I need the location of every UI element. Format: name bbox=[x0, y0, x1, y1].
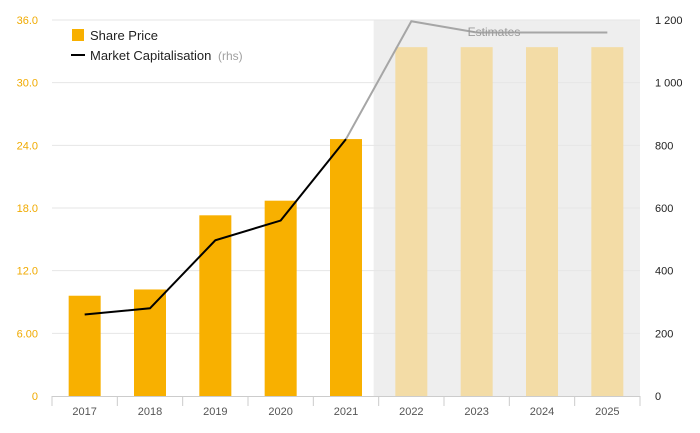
x-tick-label-2022: 2022 bbox=[399, 406, 423, 418]
market-cap-line-estimate bbox=[345, 20, 608, 140]
bar-share-price-2025 bbox=[591, 47, 624, 397]
x-tick-label-2019: 2019 bbox=[203, 406, 227, 418]
left-tick-label: 6.00 bbox=[17, 328, 38, 340]
x-tick-label-2024: 2024 bbox=[530, 406, 554, 418]
x-tick-label-2021: 2021 bbox=[334, 406, 358, 418]
left-tick-label: 30.0 bbox=[17, 78, 38, 90]
left-tick-label: 36.0 bbox=[17, 15, 38, 27]
right-tick-label: 600 bbox=[655, 203, 673, 215]
market-cap-line bbox=[84, 138, 347, 316]
left-tick-label: 0 bbox=[32, 391, 38, 403]
x-tick-label-2018: 2018 bbox=[138, 406, 162, 418]
left-tick-label: 24.0 bbox=[17, 140, 38, 152]
right-tick-label: 1 200 bbox=[655, 15, 683, 27]
estimates-label: Estimates bbox=[468, 25, 521, 39]
legend-label-share-price: Share Price bbox=[90, 28, 158, 43]
bar-share-price-2023 bbox=[460, 47, 493, 397]
right-tick-label: 400 bbox=[655, 266, 673, 278]
bar-share-price-2022 bbox=[395, 47, 428, 397]
legend-market-cap-suffix: (rhs) bbox=[218, 49, 243, 63]
tick-labels: 2017 2018 2019 2020 2021 2022 2023 2024 2025 0 6.0… bbox=[17, 15, 683, 418]
x-tick-label-2020: 2020 bbox=[268, 406, 292, 418]
share-price-bars bbox=[68, 47, 624, 397]
left-tick-label: 12.0 bbox=[17, 266, 38, 278]
x-tick-label-2017: 2017 bbox=[72, 406, 96, 418]
axes bbox=[51, 396, 641, 406]
right-tick-label: 800 bbox=[655, 140, 673, 152]
legend-market-cap-name: Market Capitalisation bbox=[90, 48, 211, 63]
market-cap-line-layer bbox=[84, 20, 608, 316]
bar-share-price-2024 bbox=[526, 47, 558, 397]
legend-swatch-share-price bbox=[72, 29, 84, 41]
bar-share-price-2018 bbox=[134, 289, 166, 396]
x-tick-label-2023: 2023 bbox=[464, 406, 488, 418]
legend-label-market-cap: Market Capitalisation (rhs) bbox=[90, 48, 243, 63]
right-tick-label: 200 bbox=[655, 328, 673, 340]
left-tick-label: 18.0 bbox=[17, 203, 38, 215]
right-tick-label: 0 bbox=[655, 391, 661, 403]
bar-share-price-2017 bbox=[68, 295, 101, 396]
bar-share-price-2019 bbox=[199, 215, 232, 396]
legend: Share Price Market Capitalisation (rhs) bbox=[71, 28, 243, 63]
x-tick-label-2025: 2025 bbox=[595, 406, 619, 418]
right-tick-label: 1 000 bbox=[655, 78, 683, 90]
bar-share-price-2020 bbox=[264, 200, 297, 396]
bar-share-price-2021 bbox=[330, 139, 362, 397]
